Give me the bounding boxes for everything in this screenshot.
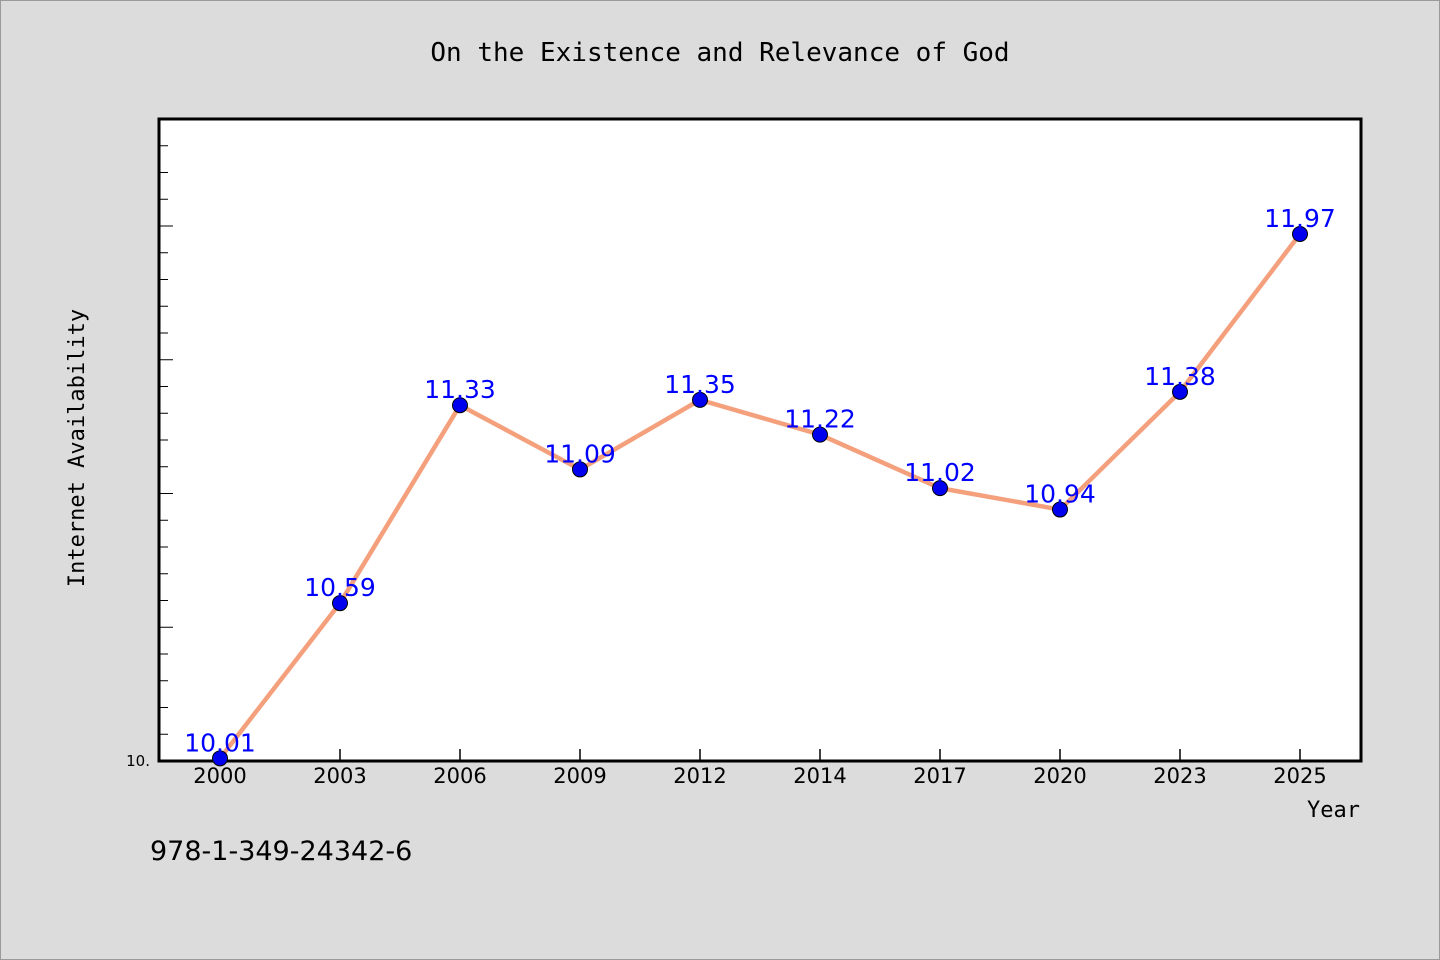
data-label: 11.02 — [904, 458, 976, 487]
x-tick-label: 2023 — [1153, 764, 1206, 788]
data-label: 11.38 — [1144, 362, 1216, 391]
data-point — [1172, 383, 1188, 400]
x-tick-label: 2000 — [193, 764, 246, 788]
x-tick-label: 2009 — [553, 764, 606, 788]
data-point — [332, 595, 348, 612]
data-point — [932, 480, 948, 497]
x-tick-label: 2017 — [913, 764, 966, 788]
series-line — [218, 232, 1302, 760]
data-label: 10.01 — [184, 728, 256, 757]
data-label: 11.97 — [1264, 204, 1336, 233]
data-label: 11.09 — [544, 439, 616, 468]
chart-title: On the Existence and Relevance of God — [430, 38, 1009, 68]
data-point — [692, 391, 708, 408]
plot-area — [157, 117, 1363, 763]
x-tick-label: 2003 — [313, 764, 366, 788]
x-tick-label: 2025 — [1273, 764, 1326, 788]
data-labels: 10.01 10.59 11.33 11.09 11.35 11.22 11.02 10.94… — [184, 204, 1336, 757]
data-label: 10.59 — [304, 573, 376, 602]
x-tick-label: 2014 — [793, 764, 846, 788]
data-label: 10.94 — [1024, 480, 1096, 509]
x-tick-label: 2012 — [673, 764, 726, 788]
data-point — [1052, 501, 1068, 518]
data-point — [212, 750, 228, 767]
data-point — [572, 461, 588, 478]
x-tick-label: 2006 — [433, 764, 486, 788]
data-label: 11.22 — [784, 405, 856, 434]
data-markers — [212, 226, 1308, 767]
x-tick-label: 2020 — [1033, 764, 1086, 788]
y-axis-ticks — [159, 145, 173, 735]
y-tick-label: 10. — [126, 752, 150, 770]
data-label: 11.35 — [664, 370, 736, 399]
data-label: 11.33 — [424, 375, 496, 404]
data-point — [812, 426, 828, 443]
x-axis-ticks: 2000 2003 2006 2009 2012 2014 2017 2020 2023 2025 — [193, 749, 1327, 788]
data-point — [1292, 226, 1308, 243]
y-axis-label: Internet Availability — [65, 309, 90, 587]
isbn-code: 978-1-349-24342-6 — [150, 836, 413, 867]
data-point — [452, 397, 468, 414]
x-axis-label: Year — [1307, 798, 1360, 823]
